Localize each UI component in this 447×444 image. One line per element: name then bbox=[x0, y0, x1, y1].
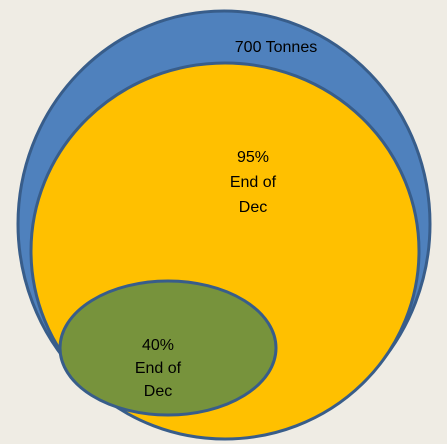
inner-label: Dec bbox=[144, 383, 172, 400]
inner-label: End of bbox=[135, 360, 182, 377]
middle-label: Dec bbox=[239, 199, 267, 216]
middle-label: 95% bbox=[237, 149, 269, 166]
inner-label: 40% bbox=[142, 337, 174, 354]
middle-label: End of bbox=[230, 174, 277, 191]
inner-circle bbox=[58, 279, 278, 417]
outer-label: 700 Tonnes bbox=[235, 39, 317, 56]
